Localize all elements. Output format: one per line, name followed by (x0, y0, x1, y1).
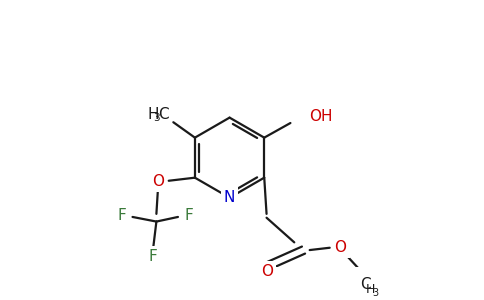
Text: C: C (360, 277, 370, 292)
Text: O: O (261, 264, 273, 279)
Text: N: N (224, 190, 235, 205)
Text: OH: OH (309, 109, 333, 124)
Text: 3: 3 (372, 288, 378, 298)
Text: O: O (152, 174, 164, 189)
Text: F: F (149, 250, 158, 265)
Text: H: H (147, 107, 159, 122)
Text: F: F (184, 208, 193, 223)
Text: C: C (158, 107, 168, 122)
Text: O: O (334, 240, 347, 255)
Text: F: F (117, 208, 126, 223)
Text: H: H (366, 283, 375, 296)
Text: 3: 3 (153, 112, 160, 123)
